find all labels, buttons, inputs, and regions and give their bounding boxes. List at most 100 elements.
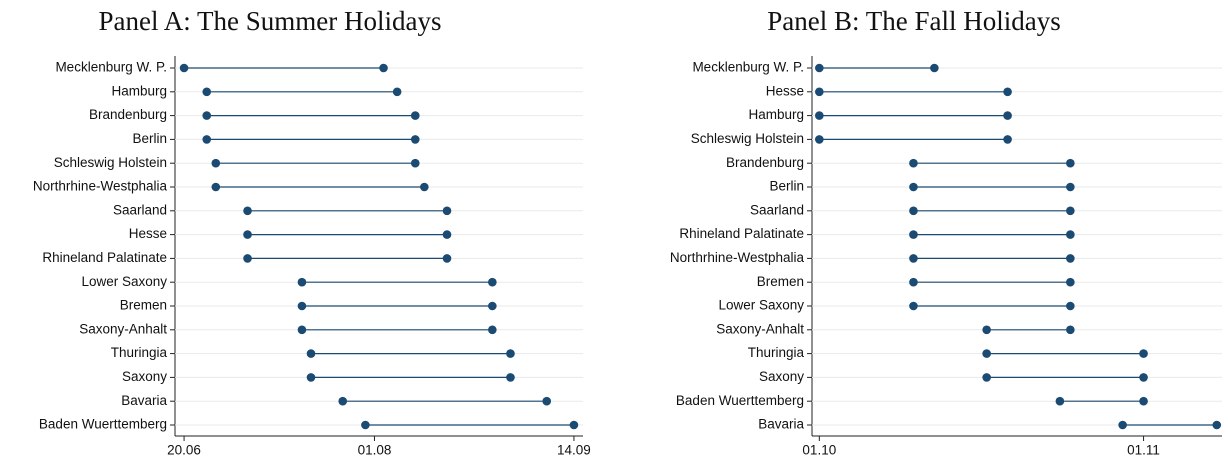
start-dot	[909, 230, 918, 239]
end-dot	[379, 63, 388, 73]
end-dot	[488, 325, 497, 335]
end-dot	[488, 301, 497, 311]
end-dot	[442, 230, 452, 239]
end-dot	[569, 420, 579, 430]
end-dot	[410, 135, 420, 144]
start-dot	[815, 135, 824, 144]
start-dot	[202, 87, 212, 97]
end-dot	[442, 254, 452, 263]
y-tick-label: Mecklenburg W. P.	[55, 60, 167, 75]
end-dot	[1066, 277, 1075, 287]
start-dot	[338, 396, 348, 406]
start-dot	[1118, 420, 1127, 430]
start-dot	[297, 301, 307, 311]
end-dot	[1003, 111, 1012, 120]
y-tick-label: Brandenburg	[726, 155, 804, 170]
y-tick-label: Bavaria	[121, 393, 167, 408]
x-tick-label: 14.09	[557, 443, 591, 458]
start-dot	[179, 63, 189, 73]
start-dot	[982, 349, 991, 358]
x-tick-label: 01.11	[1127, 443, 1160, 458]
y-tick-label: Rhineland Palatinate	[42, 250, 167, 265]
chart-title: Panel B: The Fall Holidays	[767, 6, 1060, 36]
end-dot	[1003, 87, 1012, 97]
end-dot	[506, 349, 515, 358]
y-tick-label: Mecklenburg W. P.	[692, 60, 804, 75]
end-dot	[488, 277, 497, 287]
end-dot	[1066, 230, 1075, 239]
end-dot	[442, 206, 452, 216]
y-tick-label: Baden Wuerttemberg	[39, 417, 167, 432]
start-dot	[909, 206, 918, 216]
start-dot	[815, 87, 824, 97]
end-dot	[410, 158, 420, 168]
y-tick-label: Bavaria	[758, 417, 804, 432]
x-tick-label: 20.06	[167, 443, 201, 458]
start-dot	[909, 182, 918, 192]
y-tick-label: Saxony	[122, 369, 167, 384]
y-tick-label: Northrhine-Westphalia	[670, 250, 805, 265]
y-tick-label: Schleswig Holstein	[691, 131, 804, 146]
start-dot	[909, 158, 918, 168]
y-tick-label: Saarland	[750, 202, 804, 217]
y-tick-label: Bremen	[757, 274, 804, 289]
y-tick-label: Bremen	[120, 298, 167, 313]
end-dot	[1066, 254, 1075, 263]
start-dot	[297, 277, 307, 287]
start-dot	[815, 63, 824, 73]
y-tick-label: Berlin	[769, 179, 804, 194]
y-tick-label: Thuringia	[111, 345, 168, 360]
y-tick-label: Saxony-Anhalt	[79, 321, 167, 336]
x-tick-label: 01.08	[358, 443, 392, 458]
start-dot	[361, 420, 370, 430]
end-dot	[1066, 158, 1075, 168]
start-dot	[306, 349, 316, 358]
end-dot	[542, 396, 552, 406]
x-tick-label: 01.10	[802, 443, 836, 458]
y-tick-label: Rhineland Palatinate	[679, 226, 804, 241]
start-dot	[909, 277, 918, 287]
y-tick-label: Saarland	[113, 202, 167, 217]
y-tick-label: Thuringia	[748, 345, 805, 360]
start-dot	[297, 325, 307, 335]
y-tick-label: Hesse	[766, 83, 804, 98]
start-dot	[243, 230, 252, 239]
end-dot	[410, 111, 420, 120]
start-dot	[211, 182, 221, 192]
start-dot	[982, 373, 991, 382]
start-dot	[982, 325, 991, 335]
end-dot	[1212, 420, 1222, 430]
y-tick-label: Lower Saxony	[81, 274, 167, 289]
y-tick-label: Lower Saxony	[718, 298, 804, 313]
start-dot	[909, 301, 918, 311]
y-tick-label: Saxony	[759, 369, 804, 384]
end-dot	[1066, 206, 1075, 216]
end-dot	[1066, 301, 1075, 311]
start-dot	[211, 158, 221, 168]
start-dot	[202, 111, 212, 120]
end-dot	[1139, 349, 1148, 358]
y-tick-label: Berlin	[132, 131, 167, 146]
y-tick-label: Hamburg	[748, 107, 804, 122]
end-dot	[1139, 396, 1148, 406]
end-dot	[1139, 373, 1148, 382]
end-dot	[1066, 182, 1075, 192]
y-tick-label: Schleswig Holstein	[54, 155, 167, 170]
end-dot	[1003, 135, 1012, 144]
start-dot	[815, 111, 824, 120]
end-dot	[506, 373, 515, 382]
start-dot	[202, 135, 212, 144]
end-dot	[420, 182, 429, 192]
y-tick-label: Hesse	[129, 226, 167, 241]
chart-title: Panel A: The Summer Holidays	[99, 6, 442, 36]
start-dot	[243, 254, 252, 263]
start-dot	[909, 254, 918, 263]
start-dot	[1055, 396, 1065, 406]
y-tick-label: Baden Wuerttemberg	[676, 393, 804, 408]
end-dot	[930, 63, 939, 73]
y-tick-label: Brandenburg	[89, 107, 167, 122]
end-dot	[392, 87, 402, 97]
end-dot	[1066, 325, 1075, 335]
